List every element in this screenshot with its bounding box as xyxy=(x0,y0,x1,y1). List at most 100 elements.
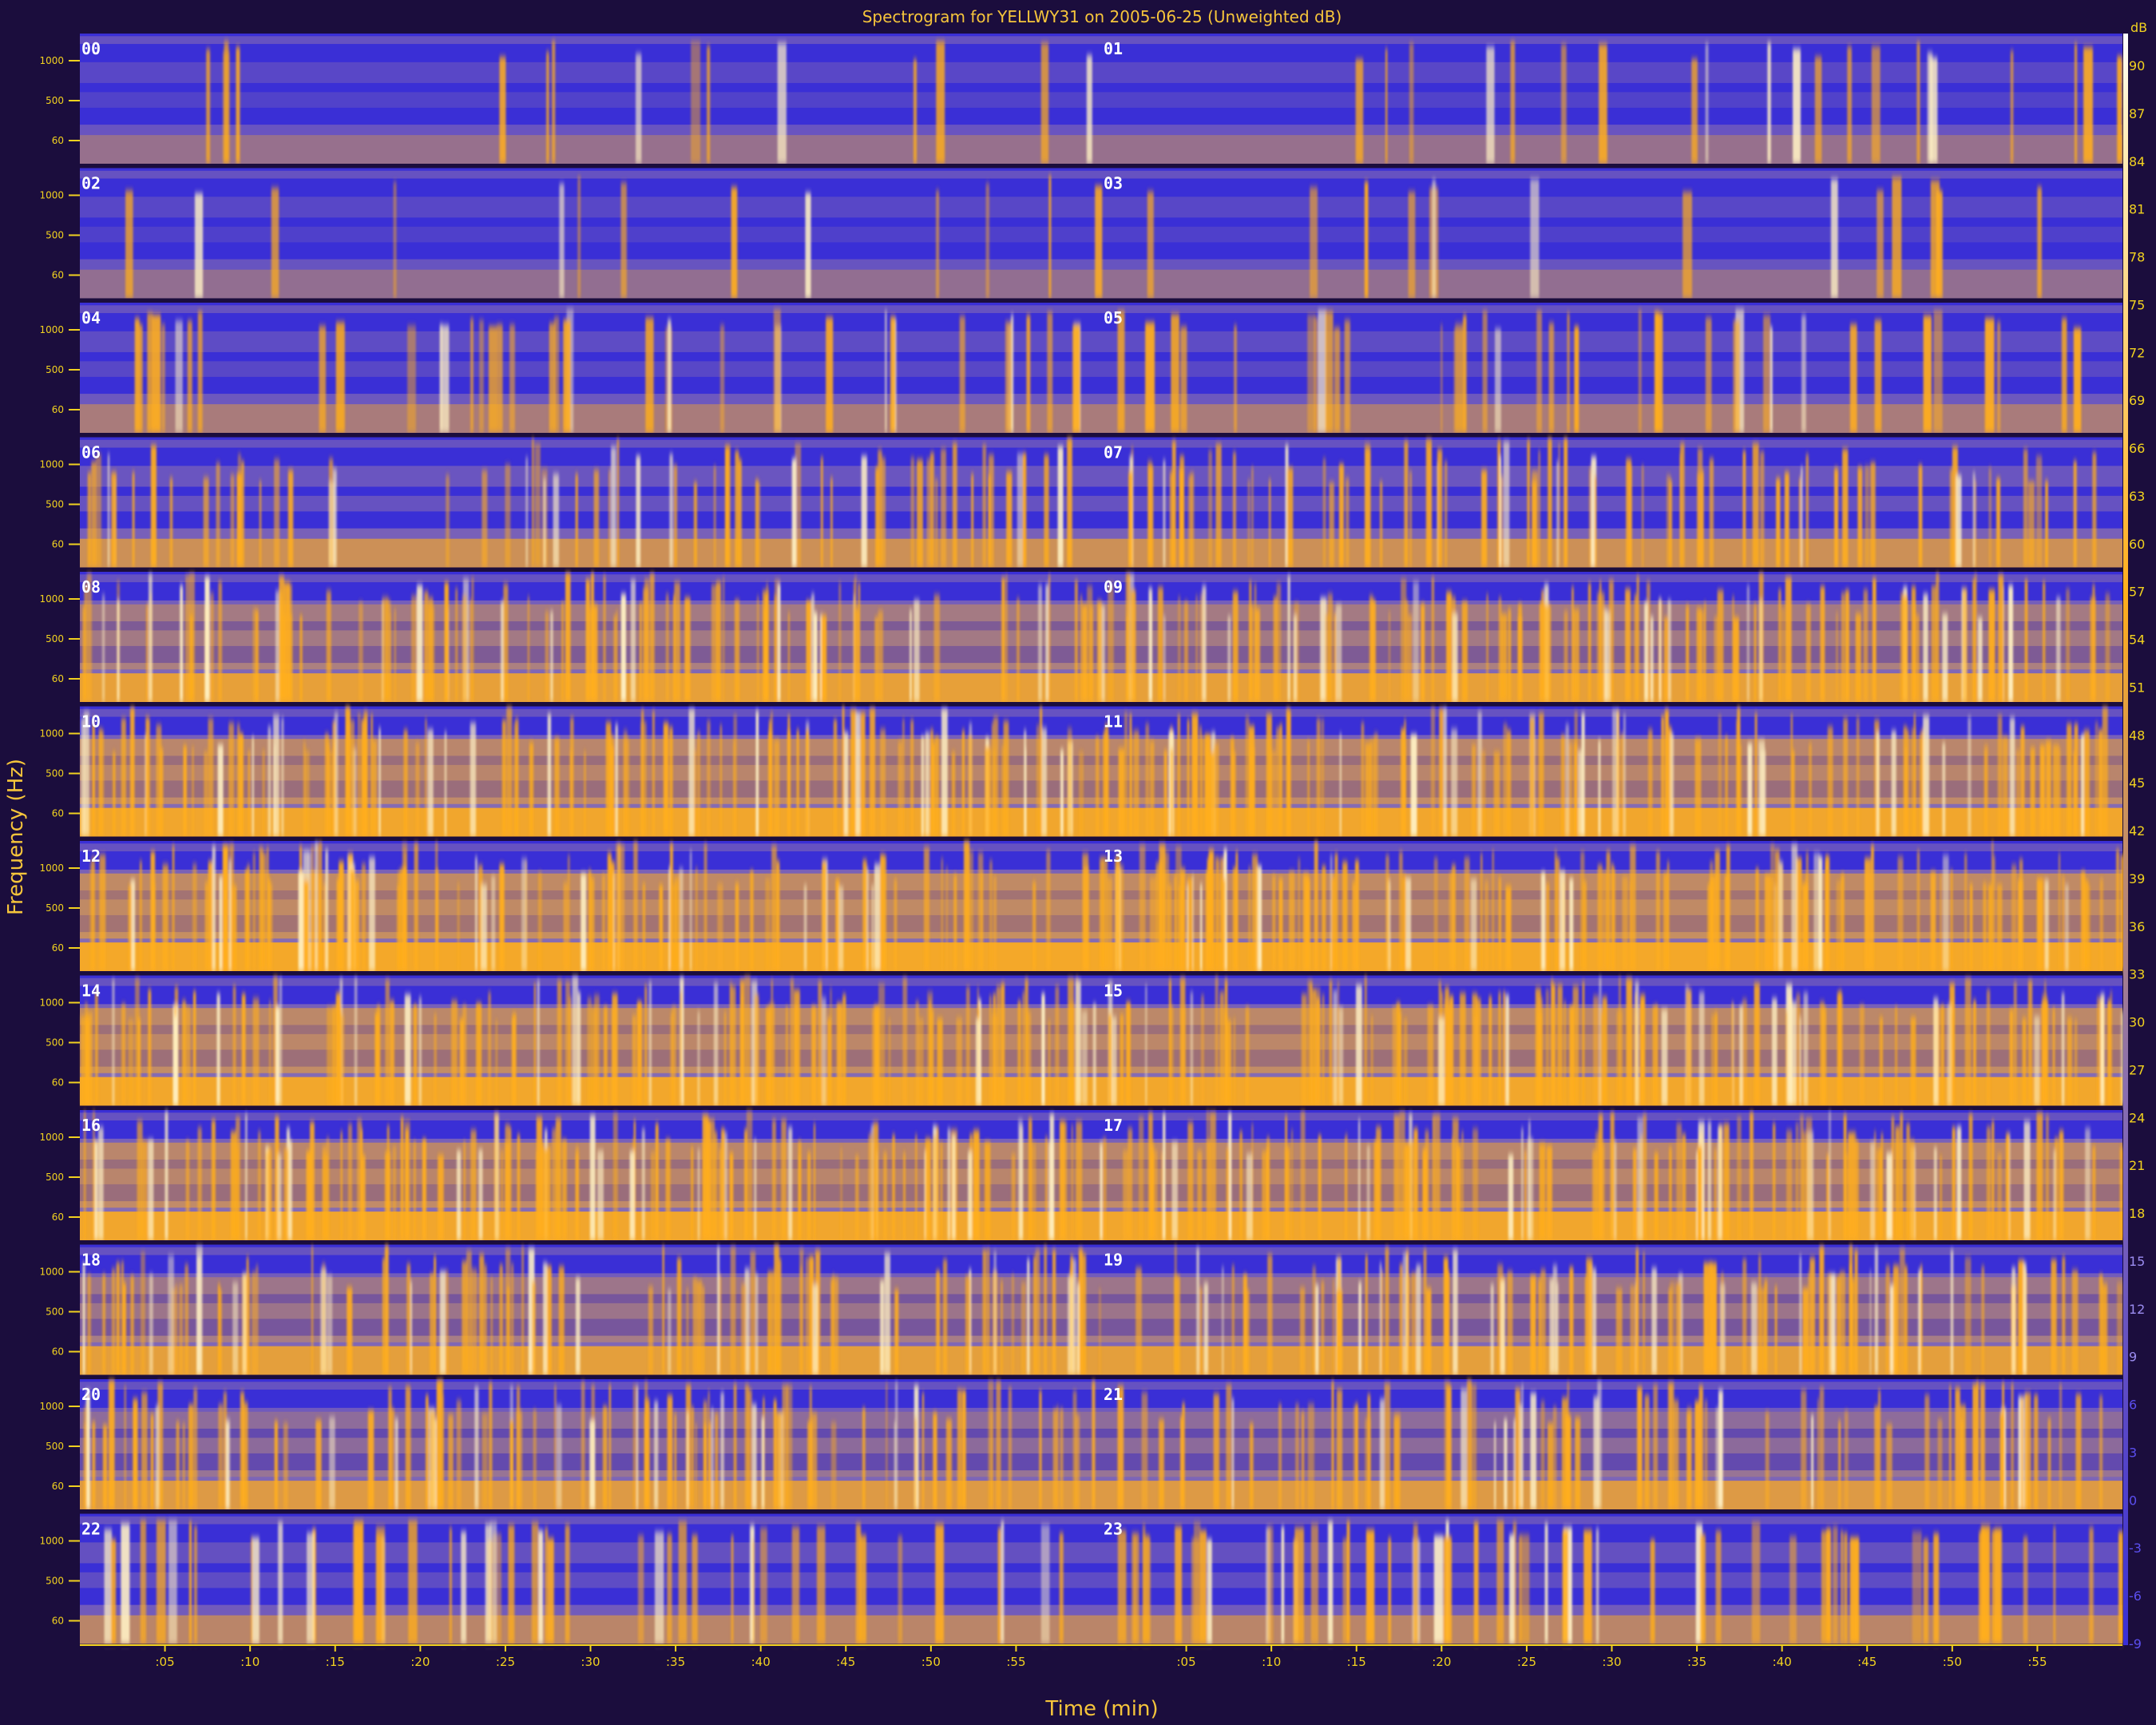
event-streak xyxy=(1226,1020,1231,1106)
event-streak xyxy=(1358,1282,1361,1375)
event-streak xyxy=(1298,859,1301,971)
hour-label: 12 xyxy=(81,847,101,866)
event-streak xyxy=(459,1018,465,1106)
event-streak xyxy=(1608,579,1614,702)
event-streak xyxy=(1142,1524,1146,1644)
event-streak xyxy=(1781,607,1785,702)
event-streak xyxy=(884,1252,890,1375)
event-streak xyxy=(1747,743,1753,837)
event-streak xyxy=(1785,577,1792,702)
event-streak xyxy=(616,843,621,971)
event-streak xyxy=(1623,714,1626,837)
event-streak xyxy=(2051,1259,2057,1375)
event-streak xyxy=(375,1526,386,1644)
event-streak xyxy=(1857,466,1863,568)
event-streak xyxy=(1255,865,1262,971)
event-streak xyxy=(416,585,423,702)
event-streak xyxy=(1626,458,1632,568)
event-streak xyxy=(1952,446,1958,568)
event-streak xyxy=(434,1255,436,1375)
event-streak xyxy=(668,866,671,971)
event-streak xyxy=(543,478,546,568)
event-streak xyxy=(1433,1535,1444,1644)
event-streak xyxy=(385,979,390,1106)
event-streak xyxy=(1863,589,1869,702)
colorbar-tick-label: 30 xyxy=(2129,1015,2145,1030)
event-streak xyxy=(554,1385,557,1509)
event-streak xyxy=(1060,1120,1065,1240)
event-streak xyxy=(1445,986,1449,1106)
event-streak xyxy=(1983,882,1987,971)
event-streak xyxy=(630,579,636,702)
event-streak xyxy=(1187,1121,1194,1240)
sound-events xyxy=(83,1379,2103,1509)
event-streak xyxy=(2118,1531,2123,1644)
event-streak xyxy=(236,724,240,837)
event-streak xyxy=(936,1271,940,1375)
event-streak xyxy=(1544,1523,1548,1644)
event-streak xyxy=(1593,995,1599,1106)
event-streak xyxy=(1076,1283,1080,1375)
event-streak xyxy=(1494,1422,1496,1509)
event-streak xyxy=(1163,459,1166,568)
event-streak xyxy=(2061,993,2065,1106)
event-streak xyxy=(147,312,153,433)
event-streak xyxy=(350,869,355,971)
event-streak xyxy=(298,870,304,971)
event-streak xyxy=(744,1384,750,1509)
event-streak xyxy=(1548,323,1555,433)
event-streak xyxy=(1912,1531,1922,1644)
spectrogram-row xyxy=(80,706,2122,841)
event-streak xyxy=(1052,1250,1056,1375)
event-streak xyxy=(679,867,684,971)
event-streak xyxy=(405,1386,410,1509)
event-streak xyxy=(1423,1249,1427,1375)
event-streak xyxy=(1426,1287,1432,1375)
event-streak xyxy=(968,735,973,837)
colorbar-tick-label: 84 xyxy=(2129,154,2145,169)
event-streak xyxy=(1199,1287,1203,1375)
event-streak xyxy=(499,1264,503,1375)
event-streak xyxy=(1625,589,1631,702)
spectrogram-rows xyxy=(80,34,2127,1648)
event-streak xyxy=(2009,717,2015,837)
event-streak xyxy=(1355,1403,1358,1509)
event-streak xyxy=(774,739,780,837)
event-streak xyxy=(81,717,85,837)
event-streak xyxy=(482,470,488,568)
event-streak xyxy=(2054,1137,2059,1240)
event-streak xyxy=(82,1263,85,1375)
event-streak xyxy=(1215,859,1220,971)
event-streak xyxy=(1551,983,1556,1106)
broadband-energy xyxy=(80,1411,2122,1477)
event-streak xyxy=(1445,461,1448,568)
event-streak xyxy=(880,1280,885,1375)
event-streak xyxy=(1920,728,1925,837)
event-streak xyxy=(1630,845,1636,971)
event-streak xyxy=(688,708,696,837)
event-streak xyxy=(1696,608,1702,702)
event-streak xyxy=(676,1257,682,1375)
event-streak xyxy=(1231,1265,1235,1375)
event-streak xyxy=(1207,1539,1212,1644)
event-streak xyxy=(1569,879,1573,971)
spectrogram-row xyxy=(80,1244,2122,1379)
event-streak xyxy=(697,1148,700,1240)
event-streak xyxy=(1661,716,1664,837)
event-streak xyxy=(164,1111,168,1240)
event-streak xyxy=(813,612,818,702)
event-streak xyxy=(655,1123,659,1240)
event-streak xyxy=(1196,1247,1199,1375)
event-streak xyxy=(1182,1402,1185,1509)
colorbar-tick-label: 81 xyxy=(2129,202,2145,217)
event-streak xyxy=(1184,601,1188,702)
event-streak xyxy=(1285,445,1289,568)
event-streak xyxy=(1422,1152,1425,1240)
event-streak xyxy=(805,192,811,299)
event-streak xyxy=(1089,605,1094,702)
event-streak xyxy=(2089,1527,2094,1644)
event-streak xyxy=(252,1537,260,1644)
event-streak xyxy=(1142,1534,1150,1644)
event-streak xyxy=(921,736,925,837)
event-streak xyxy=(1899,1247,1905,1375)
